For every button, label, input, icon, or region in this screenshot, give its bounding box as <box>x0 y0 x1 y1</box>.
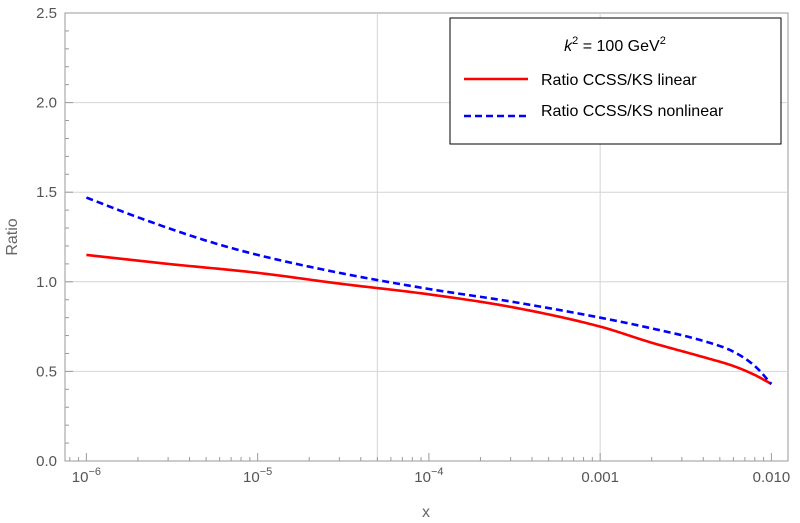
x-tick-label-2: 10−4 <box>414 466 443 486</box>
x-tick-label-0: 10−6 <box>72 466 101 486</box>
legend: k2 = 100 GeV2 Ratio CCSS/KS linear Ratio… <box>449 17 782 145</box>
legend-title-exp: 2 <box>572 35 578 47</box>
y-tick-label-2: 1.0 <box>36 274 57 291</box>
series-layer <box>85 196 773 386</box>
x-tick-labels: 10−6 10−5 10−4 0.001 0.010 <box>72 466 790 486</box>
y-tick-labels: 0.0 0.5 1.0 1.5 2.0 2.5 <box>36 5 57 470</box>
plot-frame <box>64 12 789 462</box>
y-tick-label-1: 0.5 <box>36 363 57 380</box>
grid <box>65 13 788 461</box>
legend-title: k2 = 100 GeV2 <box>564 35 666 55</box>
y-tick-label-3: 1.5 <box>36 184 57 201</box>
legend-box <box>449 17 782 145</box>
legend-label-linear: Ratio CCSS/KS linear <box>541 72 697 89</box>
legend-label-nonlinear: Ratio CCSS/KS nonlinear <box>541 103 724 120</box>
y-axis-title: Ratio <box>4 218 21 255</box>
legend-title-var: k <box>564 38 573 55</box>
legend-title-mid: = 100 GeV <box>578 38 660 55</box>
x-tick-label-3: 0.001 <box>581 469 619 486</box>
series-line-nonlinear <box>85 196 773 385</box>
y-tick-label-5: 2.5 <box>36 5 57 22</box>
minor-ticks <box>65 30 765 461</box>
major-ticks <box>65 12 772 462</box>
x-tick-label-1: 10−5 <box>243 466 272 486</box>
legend-title-exp2: 2 <box>660 35 666 47</box>
y-tick-label-0: 0.0 <box>36 453 57 470</box>
series-line-linear <box>86 253 773 386</box>
x-axis-title: x <box>422 504 430 521</box>
x-tick-label-4: 0.010 <box>753 469 791 486</box>
y-tick-label-4: 2.0 <box>36 95 57 112</box>
